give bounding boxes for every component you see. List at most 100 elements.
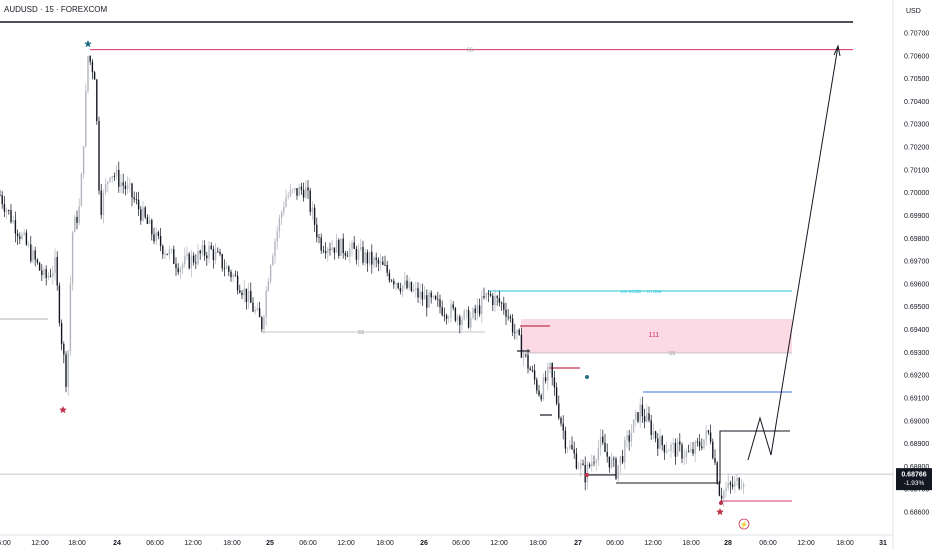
candle-body — [349, 248, 351, 257]
dot-marker-2 — [585, 473, 589, 477]
candle-body — [564, 430, 567, 449]
y-tick-label: 0.69400 — [904, 327, 929, 334]
chart-title: AUDUSD · 15 · FOREXCOM — [4, 5, 108, 14]
candle-body — [720, 495, 723, 499]
candle-body — [698, 441, 701, 447]
star-marker-bottom — [716, 508, 724, 516]
candle-body — [736, 477, 738, 482]
candle-body — [45, 269, 47, 278]
candle-body — [441, 307, 443, 316]
candle-body — [155, 232, 157, 242]
candle-body — [82, 146, 85, 174]
candle-body — [212, 249, 215, 261]
candle-body — [674, 442, 677, 457]
x-tick-label: 06:00 — [299, 540, 317, 547]
candle-body — [628, 435, 630, 442]
candle-body — [639, 404, 641, 422]
candle-body — [225, 266, 228, 269]
y-tick-label: 0.69900 — [904, 213, 929, 220]
candle-body — [208, 245, 210, 259]
candle-body — [291, 189, 294, 191]
x-tick-label: 18:00 — [529, 540, 547, 547]
candle-body — [712, 441, 714, 459]
candle-body — [305, 187, 307, 198]
candle-body — [157, 232, 160, 236]
event-badge — [738, 518, 750, 530]
candle-body — [729, 482, 732, 485]
x-tick-label: 24 — [113, 540, 121, 547]
candle-body — [283, 206, 285, 213]
candle-body — [124, 185, 127, 189]
y-tick-label: 0.69100 — [904, 395, 929, 402]
y-tick-label: 0.68800 — [904, 464, 929, 471]
candle-body — [641, 404, 644, 417]
ss-top-label: SS — [467, 48, 474, 54]
supply-zone — [521, 319, 792, 353]
candle-body — [3, 204, 6, 212]
candle-body — [613, 458, 615, 460]
candle-body — [78, 206, 80, 223]
candle-body — [463, 310, 465, 320]
candle-body — [71, 232, 74, 284]
candle-body — [210, 245, 212, 250]
candle-body — [362, 246, 364, 263]
candle-body — [170, 249, 173, 250]
candle-body — [85, 91, 87, 147]
x-tick-label: 12:00 — [337, 540, 355, 547]
candle-body — [610, 458, 613, 468]
candle-body — [485, 293, 487, 298]
candle-body — [529, 368, 531, 371]
candle-body — [738, 477, 740, 489]
candle-body — [265, 290, 267, 318]
candle-body — [514, 332, 516, 334]
candle-body — [459, 316, 461, 325]
candle-body — [439, 299, 441, 308]
candle-body — [148, 220, 151, 224]
candle-body — [252, 302, 254, 312]
candle-body — [47, 275, 50, 278]
candle-body — [404, 280, 406, 286]
y-tick-label: 0.69600 — [904, 281, 929, 288]
candle-body — [401, 285, 404, 292]
candle-body — [258, 308, 261, 318]
candle-body — [377, 259, 380, 264]
candle-body — [324, 251, 327, 254]
y-tick-label: 0.70100 — [904, 167, 929, 174]
candle-body — [626, 435, 628, 440]
candle-body — [522, 354, 525, 358]
candle-body — [731, 484, 734, 487]
candle-body — [192, 255, 195, 263]
candle-body — [230, 271, 232, 278]
candle-body — [190, 255, 193, 269]
candle-body — [454, 307, 457, 321]
candle-body — [672, 442, 674, 445]
candle-body — [518, 329, 520, 335]
candle-body — [511, 318, 514, 333]
candle-body — [67, 350, 69, 387]
candle-body — [91, 61, 94, 73]
y-tick-label: 0.70600 — [904, 53, 929, 60]
candle-body — [214, 251, 217, 261]
x-tick-label: 18:00 — [223, 540, 241, 547]
y-tick-label: 0.69300 — [904, 350, 929, 357]
candle-body — [239, 290, 241, 293]
candle-body — [461, 319, 463, 325]
y-tick-label: 0.70200 — [904, 145, 929, 152]
candle-body — [93, 72, 96, 80]
candle-body — [500, 302, 503, 304]
candle-body — [49, 275, 52, 277]
y-tick-label: 0.70400 — [904, 99, 929, 106]
candle-body — [421, 291, 424, 300]
candle-body — [683, 457, 685, 459]
candle-body — [232, 274, 234, 278]
candle-body — [87, 55, 89, 92]
y-tick-label: 0.70500 — [904, 76, 929, 83]
candle-body — [465, 310, 468, 311]
candle-body — [663, 445, 666, 453]
candle-body — [531, 370, 534, 371]
x-tick-label: 12:00 — [797, 540, 815, 547]
candle-body — [718, 483, 721, 496]
candle-body — [311, 207, 314, 213]
